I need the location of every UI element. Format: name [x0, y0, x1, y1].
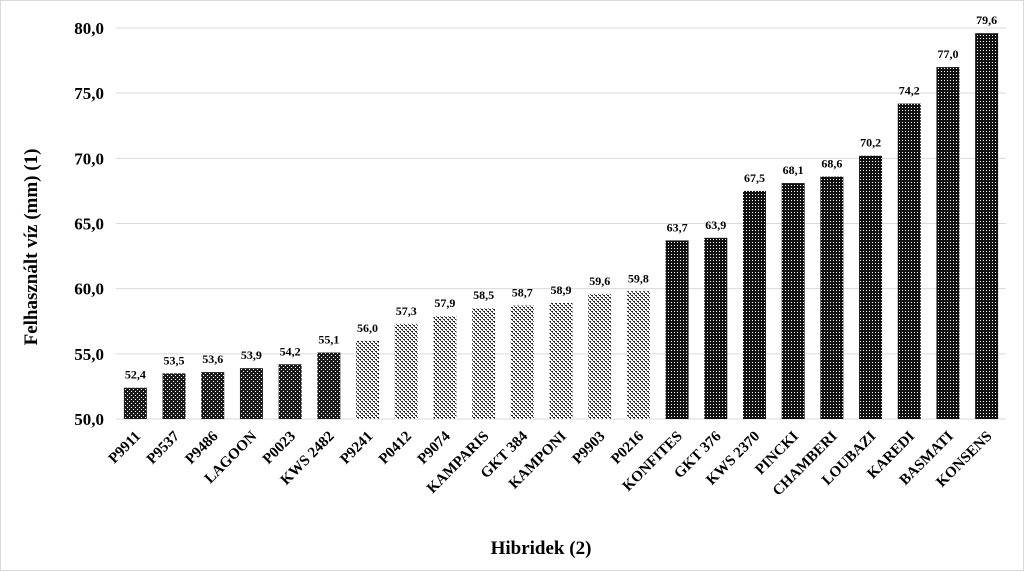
- data-label: 74,2: [899, 84, 920, 98]
- data-label: 53,6: [202, 352, 223, 366]
- bar-p9537: [162, 373, 186, 419]
- bar-p0412: [394, 323, 418, 419]
- y-tick-label: 65,0: [74, 215, 104, 234]
- data-label: 67,5: [744, 171, 765, 185]
- data-label: 58,7: [512, 286, 533, 300]
- data-label: 70,2: [860, 136, 881, 150]
- data-label: 63,7: [667, 220, 688, 234]
- y-tick-label: 75,0: [74, 84, 104, 103]
- y-tick-label: 50,0: [74, 410, 104, 429]
- bar-kws-2370: [742, 190, 766, 419]
- bar-p0023: [278, 364, 302, 419]
- bar-p0216: [626, 291, 650, 419]
- bar-gkt-376: [704, 237, 728, 419]
- data-label: 57,9: [434, 296, 455, 310]
- data-label: 59,6: [589, 274, 610, 288]
- data-label: 53,9: [241, 348, 262, 362]
- y-tick-label: 70,0: [74, 149, 104, 168]
- data-label: 79,6: [976, 13, 997, 27]
- data-label: 52,4: [125, 368, 146, 382]
- bar-p9486: [201, 372, 225, 419]
- x-tick-label: P9537: [144, 428, 183, 467]
- data-label: 63,9: [705, 218, 726, 232]
- bar-lagoon: [239, 368, 263, 419]
- bar-karedi: [897, 103, 921, 420]
- bar-konfites: [665, 240, 689, 419]
- bar-konsens: [975, 33, 999, 420]
- x-tick-label: P9241: [337, 429, 376, 468]
- data-label: 68,1: [783, 163, 804, 177]
- data-label: 58,9: [551, 283, 572, 297]
- data-label: 54,2: [280, 344, 301, 358]
- bar-kamparis: [472, 308, 496, 419]
- bar-p9911: [123, 387, 147, 419]
- data-label: 57,3: [396, 304, 417, 318]
- bar-pincki: [781, 183, 805, 419]
- bar-chamberi: [820, 176, 844, 419]
- bar-kws-2482: [317, 352, 341, 419]
- x-tick-label: P0412: [376, 429, 415, 468]
- data-label: 56,0: [357, 321, 378, 335]
- data-label: 59,8: [628, 271, 649, 285]
- bar-loubazi: [859, 155, 883, 419]
- bar-kamponi: [549, 303, 573, 419]
- bar-p9241: [356, 340, 380, 419]
- data-label: 53,5: [164, 353, 185, 367]
- x-tick-label: P9911: [106, 429, 144, 467]
- y-tick-label: 55,0: [74, 345, 104, 364]
- bar-gkt-384: [510, 305, 534, 419]
- data-label: 68,6: [821, 157, 842, 171]
- data-label: 77,0: [937, 47, 958, 61]
- bar-p9903: [588, 293, 612, 419]
- y-axis-title: Felhasznált víz (mm) (1): [21, 149, 42, 346]
- x-axis-title: Hibridek (2): [491, 538, 592, 559]
- bar-p9074: [433, 316, 457, 419]
- x-tick-label: P9903: [570, 429, 609, 468]
- data-label: 55,1: [318, 333, 339, 347]
- data-label: 58,5: [473, 288, 494, 302]
- y-tick-label: 80,0: [74, 19, 104, 38]
- bar-basmati: [936, 67, 960, 419]
- y-tick-label: 60,0: [74, 280, 104, 299]
